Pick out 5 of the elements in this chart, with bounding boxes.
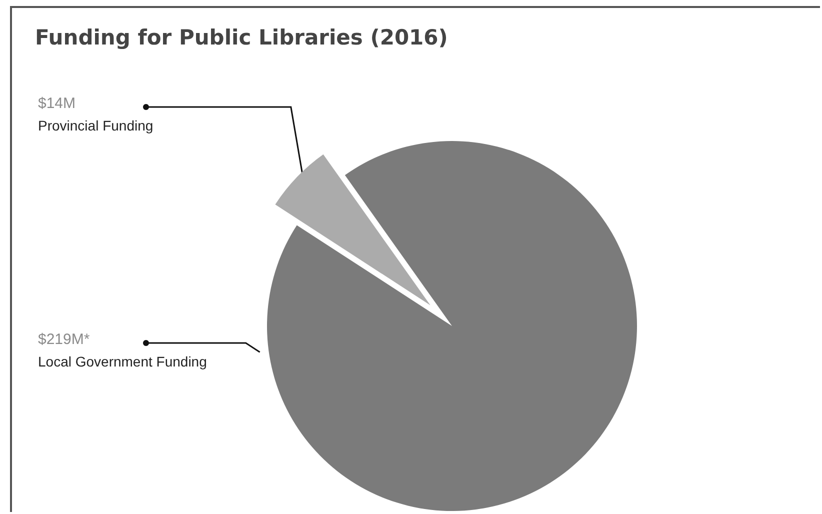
data-label: $14M	[38, 95, 76, 112]
data-label: $219M*	[38, 331, 90, 348]
slice-label: Local Government Funding	[38, 354, 207, 370]
chart-title: Funding for Public Libraries (2016)	[35, 26, 448, 50]
slice-label: Provincial Funding	[38, 118, 154, 134]
